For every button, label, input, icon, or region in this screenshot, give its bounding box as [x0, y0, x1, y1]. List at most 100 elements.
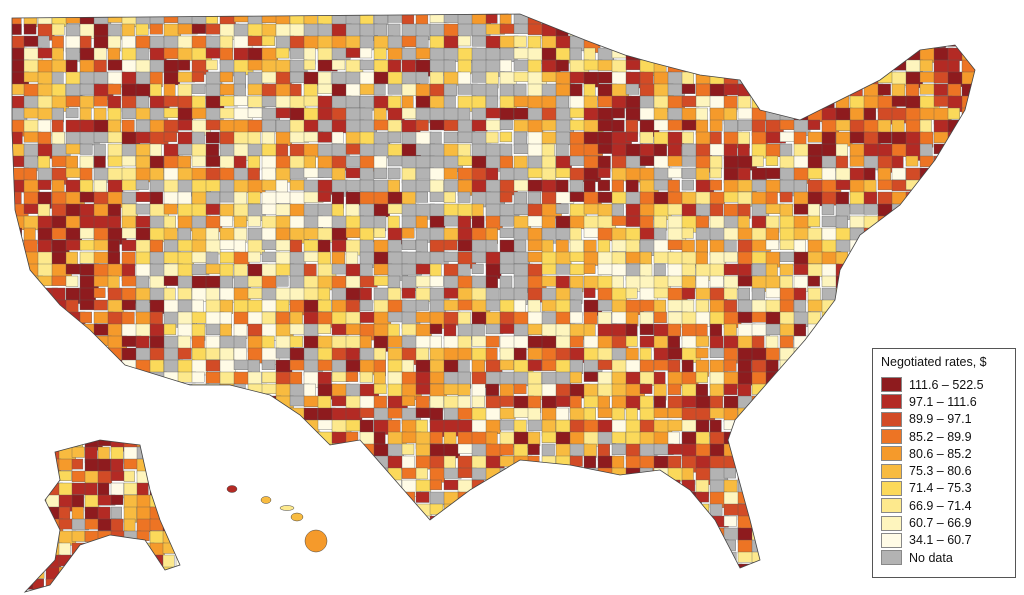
county-cell	[933, 203, 954, 218]
county-cell	[177, 563, 194, 568]
county-cell	[905, 155, 919, 167]
county-cell	[317, 419, 335, 430]
county-cell	[219, 359, 236, 374]
county-cell	[779, 431, 795, 446]
county-cell	[191, 419, 212, 431]
county-cell	[303, 143, 319, 158]
legend-range-label: 60.7 – 66.9	[909, 516, 972, 531]
county-cell	[135, 35, 151, 50]
county-cell	[471, 119, 488, 132]
county-cell	[877, 47, 892, 58]
county-cell	[555, 239, 569, 253]
county-cell	[961, 131, 975, 148]
county-cell	[625, 335, 638, 347]
county-cell	[485, 347, 498, 361]
county-cell	[541, 527, 555, 541]
county-cell	[443, 14, 461, 23]
county-cell	[835, 563, 853, 568]
county-cell	[373, 467, 391, 479]
county-cell	[667, 359, 681, 373]
county-cell	[37, 527, 57, 545]
county-cell	[569, 179, 584, 192]
county-cell	[163, 227, 178, 240]
county-cell	[275, 299, 290, 312]
county-cell	[37, 551, 50, 567]
county-cell	[219, 527, 237, 539]
county-cell	[415, 479, 432, 492]
county-cell	[835, 119, 852, 131]
county-cell	[261, 455, 281, 467]
county-cell	[331, 467, 346, 482]
county-cell	[135, 359, 151, 377]
county-cell	[681, 14, 701, 28]
county-cell	[79, 215, 96, 229]
county-cell	[205, 455, 225, 473]
county-cell	[527, 359, 542, 371]
county-cell	[737, 491, 757, 504]
county-cell	[625, 515, 641, 527]
county-cell	[149, 191, 163, 206]
county-cell	[331, 443, 348, 456]
county-cell	[737, 455, 754, 471]
county-cell	[653, 311, 667, 324]
county-cell	[891, 275, 905, 287]
county-cell	[653, 107, 668, 121]
county-cell	[821, 467, 835, 482]
county-cell	[919, 203, 937, 220]
county-cell	[737, 407, 756, 424]
county-cell	[23, 431, 39, 443]
county-cell	[345, 503, 360, 521]
county-cell	[457, 539, 471, 556]
county-cell	[233, 431, 253, 445]
county-cell	[23, 383, 41, 400]
county-cell	[23, 467, 41, 481]
county-cell	[373, 503, 389, 516]
county-cell	[611, 14, 626, 24]
legend-item: 97.1 – 111.6	[881, 393, 1007, 410]
county-cell	[191, 95, 206, 109]
county-cell	[976, 336, 991, 346]
county-cell	[275, 215, 291, 229]
county-cell	[751, 407, 770, 420]
county-cell	[485, 431, 498, 446]
county-cell	[905, 251, 925, 264]
county-cell	[569, 83, 583, 97]
county-cell	[639, 563, 658, 568]
county-cell	[681, 515, 698, 533]
county-cell	[415, 71, 429, 84]
county-cell	[793, 467, 813, 480]
county-cell	[849, 299, 862, 315]
county-cell	[513, 119, 530, 132]
county-cell	[191, 491, 210, 503]
legend-range-label: 111.6 – 522.5	[909, 377, 984, 392]
county-cell	[25, 458, 34, 475]
county-cell	[12, 311, 27, 326]
county-cell	[639, 299, 656, 312]
county-cell	[387, 551, 400, 562]
county-cell	[79, 563, 95, 568]
county-cell	[821, 491, 840, 504]
county-cell	[807, 395, 825, 410]
county-cell	[737, 515, 754, 529]
county-cell	[303, 551, 323, 568]
county-cell	[821, 455, 841, 467]
county-cell	[135, 71, 152, 85]
county-cell	[653, 287, 669, 299]
county-cell	[499, 503, 515, 517]
county-cell	[779, 95, 793, 112]
county-cell	[779, 407, 794, 418]
county-cell	[793, 359, 813, 375]
county-cell	[905, 35, 922, 52]
county-cell	[93, 95, 108, 107]
county-cell	[569, 311, 583, 324]
county-cell	[373, 227, 386, 238]
county-cell	[849, 47, 870, 59]
county-cell	[849, 119, 867, 134]
county-cell	[681, 287, 696, 300]
county-cell	[737, 311, 753, 323]
county-cell	[401, 179, 418, 192]
county-cell	[79, 155, 94, 169]
county-cell	[583, 419, 600, 433]
county-cell	[107, 323, 122, 338]
